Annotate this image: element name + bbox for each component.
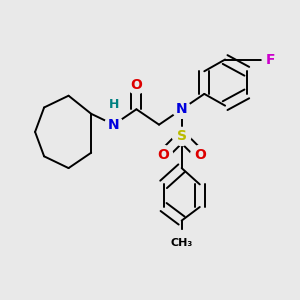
Text: O: O (158, 148, 169, 161)
Text: N: N (108, 118, 120, 132)
Text: CH₃: CH₃ (170, 238, 193, 248)
Text: F: F (266, 52, 275, 67)
Circle shape (128, 76, 146, 94)
Text: O: O (194, 148, 206, 161)
Circle shape (172, 128, 191, 146)
Circle shape (106, 98, 121, 112)
Text: H: H (109, 98, 119, 111)
Circle shape (262, 51, 278, 68)
Text: N: N (176, 102, 188, 116)
Circle shape (154, 146, 172, 164)
Circle shape (169, 230, 194, 256)
Circle shape (172, 100, 191, 118)
Circle shape (191, 146, 209, 164)
Text: S: S (177, 129, 187, 143)
Circle shape (105, 116, 123, 134)
Text: O: O (130, 78, 142, 92)
